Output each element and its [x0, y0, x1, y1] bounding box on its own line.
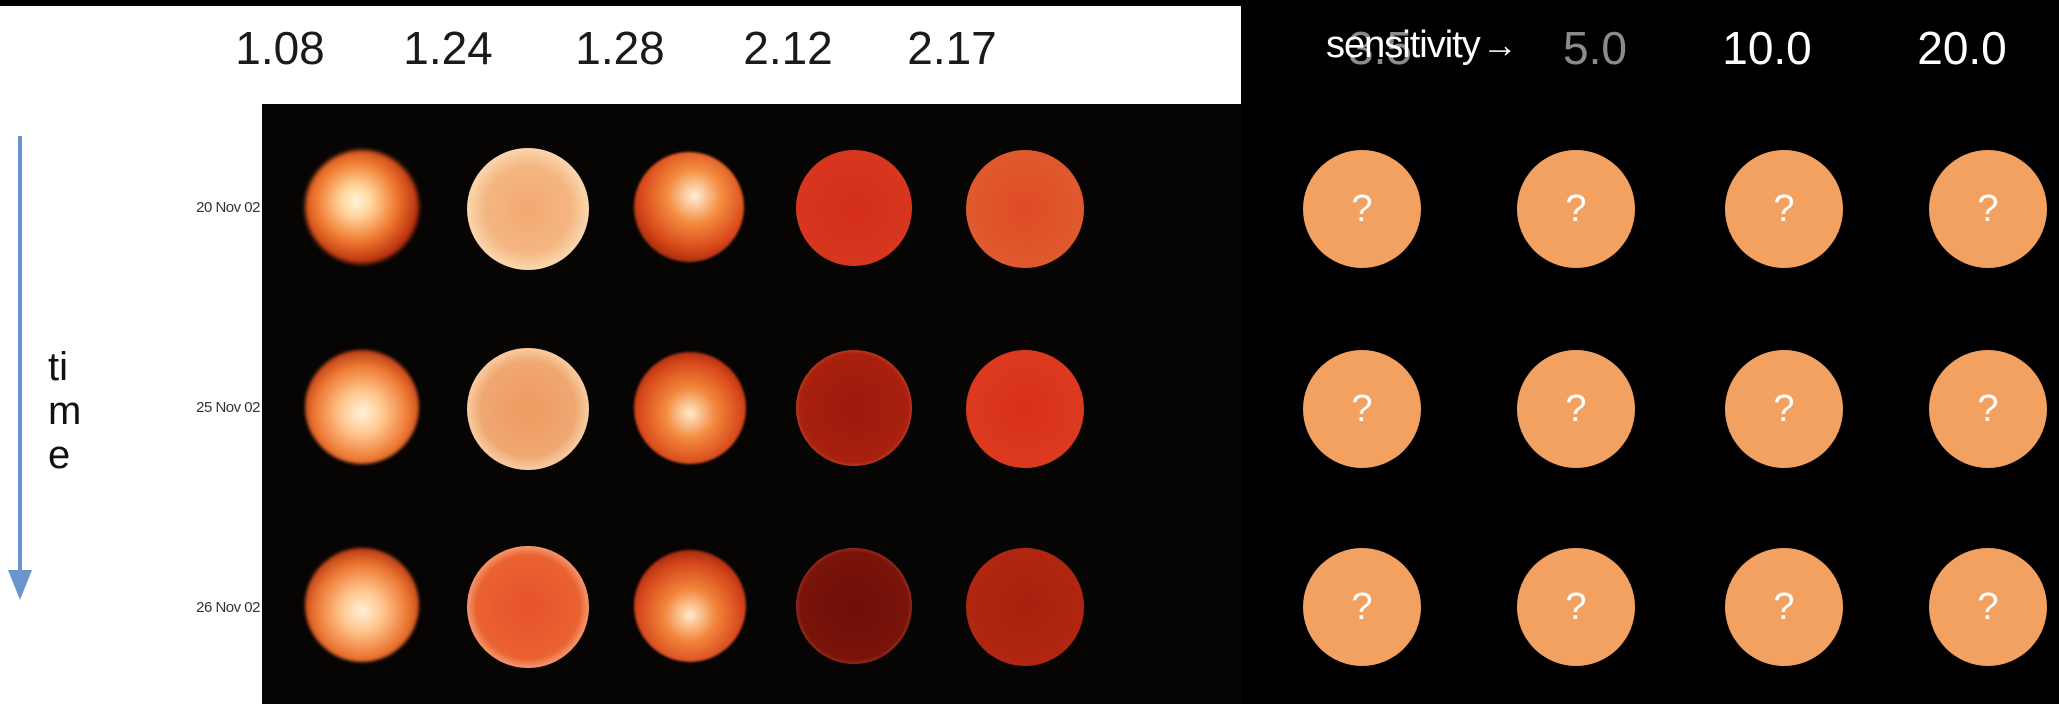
- time-label: ti m e: [48, 345, 81, 477]
- image-disk: [467, 148, 589, 270]
- column-label-2: 1.24: [403, 22, 493, 74]
- sensitivity-label: sensitivity→: [1326, 20, 1518, 70]
- image-disk: [634, 152, 744, 262]
- image-disk: [305, 548, 419, 662]
- time-letter-2: m: [48, 389, 82, 433]
- image-disk: [467, 546, 589, 668]
- placeholder-disk: ?: [1517, 150, 1635, 268]
- image-disk: [966, 350, 1084, 468]
- column-label-3: 1.28: [575, 22, 665, 74]
- placeholder-disk: ?: [1517, 350, 1635, 468]
- unknown-image-grid: ? ? ? ? ? ? ? ? ? ? ? ?: [1241, 104, 2059, 704]
- right-arrow-icon: →: [1481, 24, 1518, 65]
- unknown-columns-header-background: [1241, 6, 2059, 104]
- placeholder-disk: ?: [1303, 548, 1421, 666]
- column-label-9: 20.0: [1917, 22, 2007, 74]
- observed-image-grid: [262, 104, 1242, 704]
- image-disk: [305, 350, 419, 464]
- placeholder-disk: ?: [1303, 150, 1421, 268]
- image-disk: [305, 150, 419, 264]
- column-label-8: 10.0: [1722, 22, 1812, 74]
- column-label-5: 2.17: [907, 22, 997, 74]
- image-disk: [796, 150, 912, 266]
- placeholder-disk: ?: [1725, 150, 1843, 268]
- image-disk: [796, 350, 912, 466]
- image-disk: [966, 548, 1084, 666]
- image-disk: [634, 550, 746, 662]
- image-disk: [467, 348, 589, 470]
- column-label-1: 1.08: [235, 22, 325, 74]
- time-letter-3: e: [48, 433, 71, 477]
- top-rule: [0, 0, 2059, 6]
- row-label-2: 25 Nov 02: [196, 399, 260, 416]
- time-letter-1: ti: [48, 345, 68, 389]
- row-label-1: 20 Nov 02: [196, 199, 260, 216]
- image-disk: [634, 352, 746, 464]
- placeholder-disk: ?: [1929, 150, 2047, 268]
- image-disk: [796, 548, 912, 664]
- column-label-7: 5.0: [1563, 22, 1627, 74]
- placeholder-disk: ?: [1517, 548, 1635, 666]
- column-label-4: 2.12: [743, 22, 833, 74]
- time-arrow-icon: [8, 136, 32, 600]
- placeholder-disk: ?: [1929, 548, 2047, 666]
- placeholder-disk: ?: [1303, 350, 1421, 468]
- placeholder-disk: ?: [1725, 350, 1843, 468]
- placeholder-disk: ?: [1929, 350, 2047, 468]
- sensitivity-text: sensitivity: [1326, 24, 1481, 66]
- placeholder-disk: ?: [1725, 548, 1843, 666]
- row-label-3: 26 Nov 02: [196, 599, 260, 616]
- column-label-6: 3.5: [1348, 22, 1412, 74]
- image-disk: [966, 150, 1084, 268]
